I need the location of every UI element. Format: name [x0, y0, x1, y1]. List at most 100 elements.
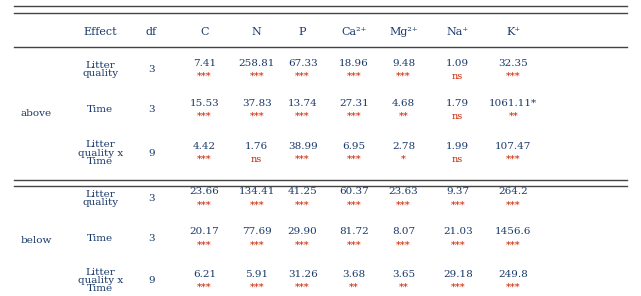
Text: Time: Time [87, 157, 113, 166]
Text: ***: *** [197, 155, 212, 164]
Text: ***: *** [506, 282, 520, 292]
Text: 2.78: 2.78 [392, 142, 415, 151]
Text: ***: *** [346, 200, 361, 209]
Text: ***: *** [506, 200, 520, 209]
Text: Litter: Litter [85, 268, 115, 277]
Text: Time: Time [87, 105, 113, 114]
Text: 1.99: 1.99 [446, 142, 469, 151]
Text: *: * [401, 155, 406, 164]
Text: 3: 3 [148, 234, 154, 243]
Text: ***: *** [396, 240, 411, 249]
Text: 3: 3 [148, 65, 154, 74]
Text: ***: *** [296, 72, 310, 81]
Text: 37.83: 37.83 [242, 99, 272, 108]
Text: 3.65: 3.65 [392, 270, 415, 279]
Text: ns: ns [452, 155, 463, 164]
Text: ***: *** [506, 240, 520, 249]
Text: 41.25: 41.25 [288, 187, 317, 196]
Text: ***: *** [296, 200, 310, 209]
Text: 4.68: 4.68 [392, 99, 415, 108]
Text: 6.21: 6.21 [193, 270, 216, 279]
Text: 27.31: 27.31 [339, 99, 369, 108]
Text: Time: Time [87, 234, 113, 243]
Text: above: above [21, 109, 52, 118]
Text: 20.17: 20.17 [190, 227, 219, 237]
Text: 1.79: 1.79 [446, 99, 469, 108]
Text: 5.91: 5.91 [245, 270, 268, 279]
Text: 107.47: 107.47 [495, 142, 531, 151]
Text: ***: *** [296, 282, 310, 292]
Text: ***: *** [197, 72, 212, 81]
Text: quality: quality [82, 70, 119, 78]
Text: 18.96: 18.96 [339, 59, 369, 68]
Text: 9.48: 9.48 [392, 59, 415, 68]
Text: quality x: quality x [78, 149, 123, 158]
Text: ***: *** [296, 155, 310, 164]
Text: 23.66: 23.66 [190, 187, 219, 196]
Text: **: ** [349, 282, 358, 292]
Text: ns: ns [452, 72, 463, 81]
Text: 7.41: 7.41 [193, 59, 216, 68]
Text: 38.99: 38.99 [288, 142, 317, 151]
Text: Litter: Litter [85, 190, 115, 199]
Text: ***: *** [296, 240, 310, 249]
Text: 15.53: 15.53 [190, 99, 219, 108]
Text: **: ** [399, 112, 408, 121]
Text: ***: *** [396, 72, 411, 81]
Text: ***: *** [197, 112, 212, 121]
Text: ***: *** [506, 72, 520, 81]
Text: ns: ns [452, 112, 463, 121]
Text: 1.76: 1.76 [245, 142, 268, 151]
Text: 29.90: 29.90 [288, 227, 317, 237]
Text: ***: *** [249, 282, 264, 292]
Text: ***: *** [346, 240, 361, 249]
Text: Litter: Litter [85, 140, 115, 149]
Text: 134.41: 134.41 [238, 187, 275, 196]
Text: 1061.11*: 1061.11* [489, 99, 537, 108]
Text: ***: *** [346, 112, 361, 121]
Text: quality: quality [82, 198, 119, 207]
Text: 3: 3 [148, 105, 154, 114]
Text: quality x: quality x [78, 276, 123, 285]
Text: ***: *** [396, 200, 411, 209]
Text: ***: *** [346, 155, 361, 164]
Text: ***: *** [451, 200, 465, 209]
Text: 32.35: 32.35 [498, 59, 528, 68]
Text: Na⁺: Na⁺ [447, 27, 469, 37]
Text: 249.8: 249.8 [498, 270, 528, 279]
Text: ***: *** [197, 240, 212, 249]
Text: 8.07: 8.07 [392, 227, 415, 237]
Text: below: below [21, 236, 52, 245]
Text: ns: ns [251, 155, 262, 164]
Text: 1456.6: 1456.6 [495, 227, 531, 237]
Text: Time: Time [87, 284, 113, 293]
Text: Ca²⁺: Ca²⁺ [341, 27, 367, 37]
Text: 9: 9 [148, 149, 154, 158]
Text: 13.74: 13.74 [288, 99, 317, 108]
Text: Effect: Effect [83, 27, 117, 37]
Text: ***: *** [451, 240, 465, 249]
Text: ***: *** [249, 112, 264, 121]
Text: ***: *** [506, 155, 520, 164]
Text: **: ** [399, 282, 408, 292]
Text: P: P [299, 27, 306, 37]
Text: 3: 3 [148, 194, 154, 203]
Text: **: ** [508, 112, 518, 121]
Text: 21.03: 21.03 [443, 227, 472, 237]
Text: ***: *** [296, 112, 310, 121]
Text: ***: *** [249, 200, 264, 209]
Text: 31.26: 31.26 [288, 270, 317, 279]
Text: ***: *** [346, 72, 361, 81]
Text: Mg²⁺: Mg²⁺ [389, 27, 418, 37]
Text: 264.2: 264.2 [498, 187, 528, 196]
Text: ***: *** [197, 282, 212, 292]
Text: 3.68: 3.68 [342, 270, 365, 279]
Text: 4.42: 4.42 [193, 142, 216, 151]
Text: C: C [200, 27, 208, 37]
Text: 258.81: 258.81 [238, 59, 275, 68]
Text: 1.09: 1.09 [446, 59, 469, 68]
Text: 81.72: 81.72 [339, 227, 369, 237]
Text: 9: 9 [148, 276, 154, 285]
Text: 77.69: 77.69 [242, 227, 272, 237]
Text: ***: *** [249, 72, 264, 81]
